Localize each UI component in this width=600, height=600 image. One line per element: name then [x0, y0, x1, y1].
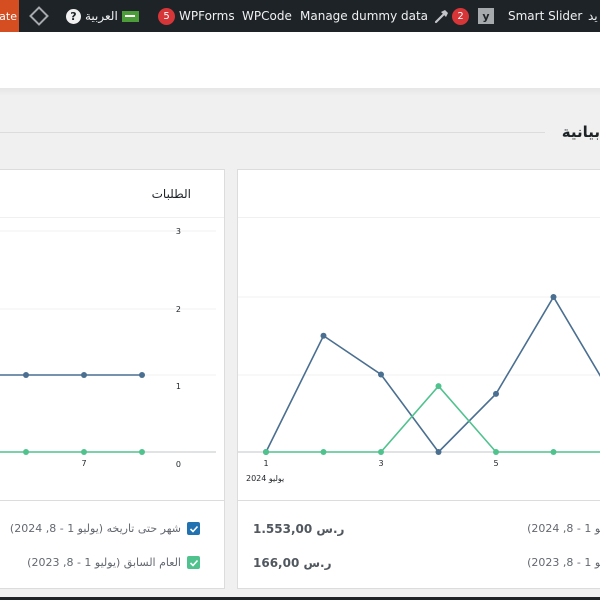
yoast-badge: 2 [452, 7, 469, 25]
yoast-icon: y [478, 8, 494, 24]
hammer-icon [434, 10, 449, 24]
wpforms-badge: 5 [158, 7, 175, 25]
bottom-edge [0, 597, 600, 600]
help-menu[interactable]: ? العربية [66, 0, 139, 32]
sales-total-previous: 166,00 ر.س [253, 556, 332, 570]
orders-legend: شهر حتى تاريخه (يوليو 1 - 8, 2024) العام… [0, 500, 224, 588]
orders-ytick: 1 [176, 382, 181, 391]
orders-ytick: 0 [176, 460, 181, 469]
legend-previous-year[interactable]: العام السابق (يوليو 1 - 8, 2023) [27, 556, 200, 569]
orders-ytick: 2 [176, 305, 181, 314]
sales-data-point[interactable] [263, 449, 269, 455]
wpcode-label: WPCode [242, 9, 292, 23]
sales-month-label: يوليو 2024 [246, 474, 284, 483]
help-icon: ? [66, 8, 81, 24]
section-title: بيانية [561, 123, 600, 141]
orders-data-point[interactable] [81, 372, 87, 378]
sales-data-point[interactable] [378, 449, 384, 455]
language-label: العربية [85, 9, 118, 23]
sales-gridlines [238, 296, 600, 453]
sales-xtick: 5 [493, 459, 498, 468]
orders-data-point[interactable] [81, 449, 87, 455]
admin-bar: Update ? العربية 5 WPForms WPCode Manage… [0, 0, 600, 32]
sales-period-previous: يوليو 1 - 8, 2023) [527, 556, 600, 569]
smart-slider-menu[interactable]: Smart Slider [508, 0, 582, 32]
orders-data-point[interactable] [139, 372, 145, 378]
sales-card-header [238, 170, 600, 218]
orders-ytick: 3 [176, 227, 181, 236]
sales-series-line-1 [266, 384, 600, 453]
sales-data-point[interactable] [320, 332, 327, 339]
wp-diamond-icon[interactable] [29, 0, 49, 32]
sales-card: 1 3 5 يوليو 2024 1.553,00 ر.س يوليو 1 - … [237, 169, 600, 589]
check-icon [189, 559, 198, 567]
smart-slider-label: Smart Slider [508, 9, 583, 23]
sales-chart: 1 3 5 يوليو 2024 [238, 294, 600, 483]
orders-card-title: الطلبات [151, 187, 191, 201]
orders-series-line-0 [0, 374, 142, 376]
legend-checkbox-previous[interactable] [187, 556, 200, 569]
sales-period-current: يوليو 1 - 8, 2024) [527, 522, 600, 535]
sales-series [263, 294, 600, 455]
sales-xtick: 3 [378, 459, 383, 468]
sales-summary: 1.553,00 ر.س يوليو 1 - 8, 2024) 166,00 ر… [238, 500, 600, 588]
update-label: Update [0, 9, 17, 23]
manage-dummy-data-menu[interactable]: Manage dummy data [300, 0, 450, 32]
sales-data-point[interactable] [493, 449, 499, 455]
header-shadow [0, 88, 600, 96]
legend-checkbox-current[interactable] [187, 522, 200, 535]
dummy-label: Manage dummy data [300, 9, 429, 23]
page-header-band [0, 32, 600, 88]
diamond-icon [29, 6, 49, 26]
sales-data-point[interactable] [493, 390, 499, 397]
orders-data-point[interactable] [23, 372, 29, 378]
yoast-menu[interactable]: 2 y [452, 0, 494, 32]
orders-gridlines [0, 230, 216, 453]
cut-label: يد [588, 9, 598, 23]
legend-current-label: شهر حتى تاريخه (يوليو 1 - 8, 2024) [9, 522, 181, 535]
orders-xtick: 7 [81, 459, 86, 468]
sales-data-point[interactable] [550, 449, 557, 455]
wpforms-menu[interactable]: 5 WPForms [158, 0, 235, 32]
flag-icon [121, 10, 139, 22]
update-button[interactable]: Update [0, 0, 19, 32]
sales-data-point[interactable] [435, 449, 442, 455]
sales-data-point[interactable] [378, 371, 384, 378]
check-icon [189, 525, 198, 533]
orders-data-point[interactable] [139, 449, 145, 455]
sales-data-point[interactable] [320, 449, 327, 455]
sales-total-current: 1.553,00 ر.س [253, 522, 345, 536]
sales-data-point[interactable] [435, 383, 442, 390]
orders-series [0, 372, 145, 455]
wpcode-menu[interactable]: WPCode [242, 0, 292, 32]
legend-previous-label: العام السابق (يوليو 1 - 8, 2023) [27, 556, 181, 569]
section-divider [0, 132, 545, 133]
sales-xtick: 1 [263, 459, 268, 468]
orders-chart: 3 2 1 0 7 [0, 227, 216, 469]
orders-card: الطلبات 3 2 1 0 7 شهر حتى تاريخه (يوليو … [0, 169, 225, 589]
orders-card-header: الطلبات [0, 170, 224, 218]
sales-data-point[interactable] [550, 294, 557, 300]
admin-bar-cut-item[interactable]: يد [588, 0, 598, 32]
legend-current-month[interactable]: شهر حتى تاريخه (يوليو 1 - 8, 2024) [10, 522, 200, 535]
wpforms-label: WPForms [179, 9, 235, 23]
orders-data-point[interactable] [23, 449, 29, 455]
